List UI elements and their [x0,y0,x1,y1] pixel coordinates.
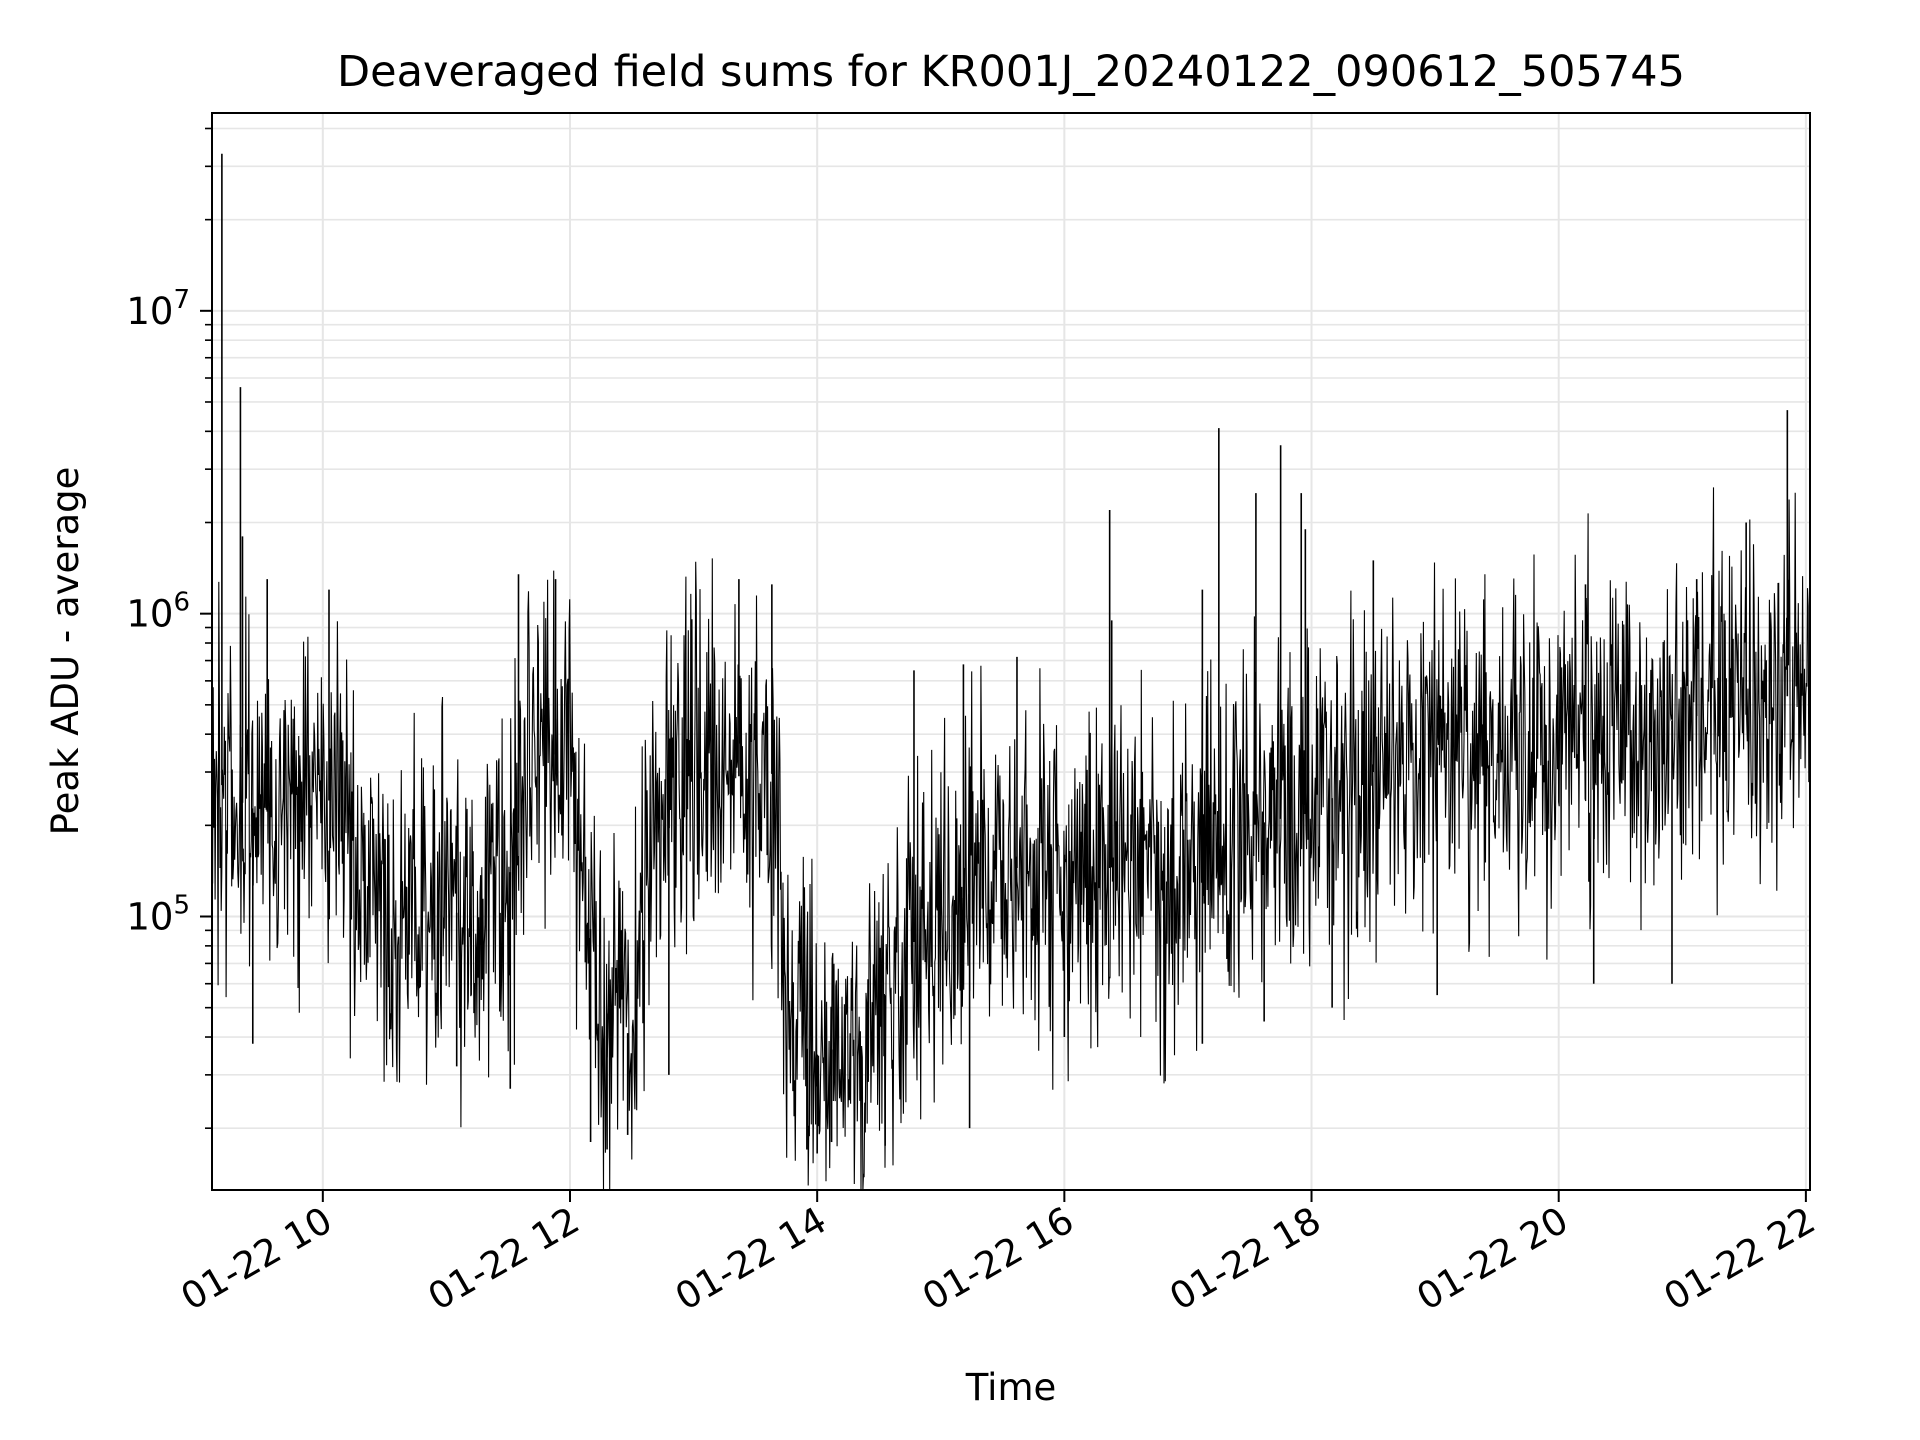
y-tick-label: 105 [126,891,190,939]
series-group [212,153,1810,1190]
y-axis: 105 106 107 [126,127,212,1129]
chart-title: Deaveraged field sums for KR001J_2024012… [337,47,1685,97]
x-axis-label: Time [965,1366,1057,1409]
y-axis-label: Peak ADU - average [44,467,87,836]
y-tick-label: 106 [126,588,190,636]
y-tick-label: 107 [126,285,190,333]
series-line [212,487,1810,1190]
plot-frame [211,112,1811,1191]
